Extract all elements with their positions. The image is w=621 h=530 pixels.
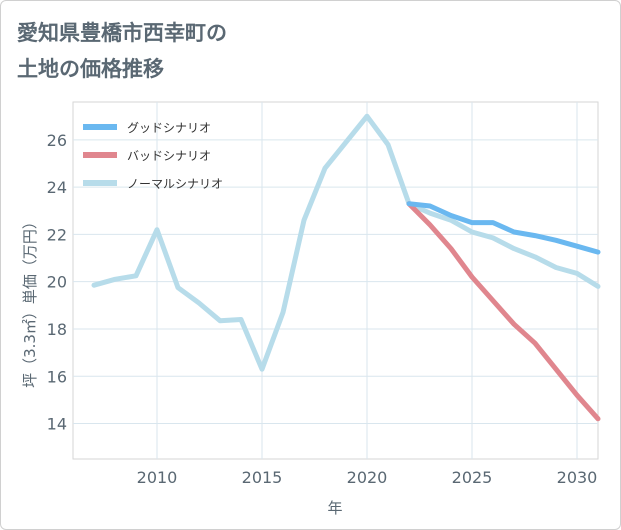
series-line-normal: [91, 113, 601, 372]
legend-label-good: グッドシナリオ: [127, 121, 211, 135]
y-axis-label: 坪（3.3㎡）単価（万円）: [21, 214, 39, 388]
y-tick-label: 16: [47, 367, 67, 386]
series-line-good: [406, 201, 601, 255]
x-axis-label: 年: [327, 499, 342, 517]
y-tick-label: 20: [47, 273, 67, 292]
x-tick-label: 2025: [452, 468, 493, 487]
legend: グッドシナリオ バッドシナリオ ノーマルシナリオ: [83, 121, 223, 191]
y-tick-label: 14: [47, 415, 67, 434]
y-tick-label: 26: [47, 131, 67, 150]
x-tick-label: 2015: [242, 468, 283, 487]
y-tick-label: 22: [47, 225, 67, 244]
x-tick-label: 2020: [347, 468, 388, 487]
plot-area: [72, 101, 599, 460]
legend-label-normal: ノーマルシナリオ: [127, 177, 223, 191]
x-tick-label: 2030: [557, 468, 598, 487]
series-line-bad: [406, 201, 601, 422]
legend-label-bad: バッドシナリオ: [127, 149, 211, 163]
chart-title-line2: 土地の価格推移: [17, 57, 164, 81]
y-tick-label: 18: [47, 320, 67, 339]
chart-title-line1: 愛知県豊橋市西幸町の: [17, 21, 227, 45]
x-tick-label: 2010: [137, 468, 178, 487]
y-tick-label: 24: [47, 178, 67, 197]
